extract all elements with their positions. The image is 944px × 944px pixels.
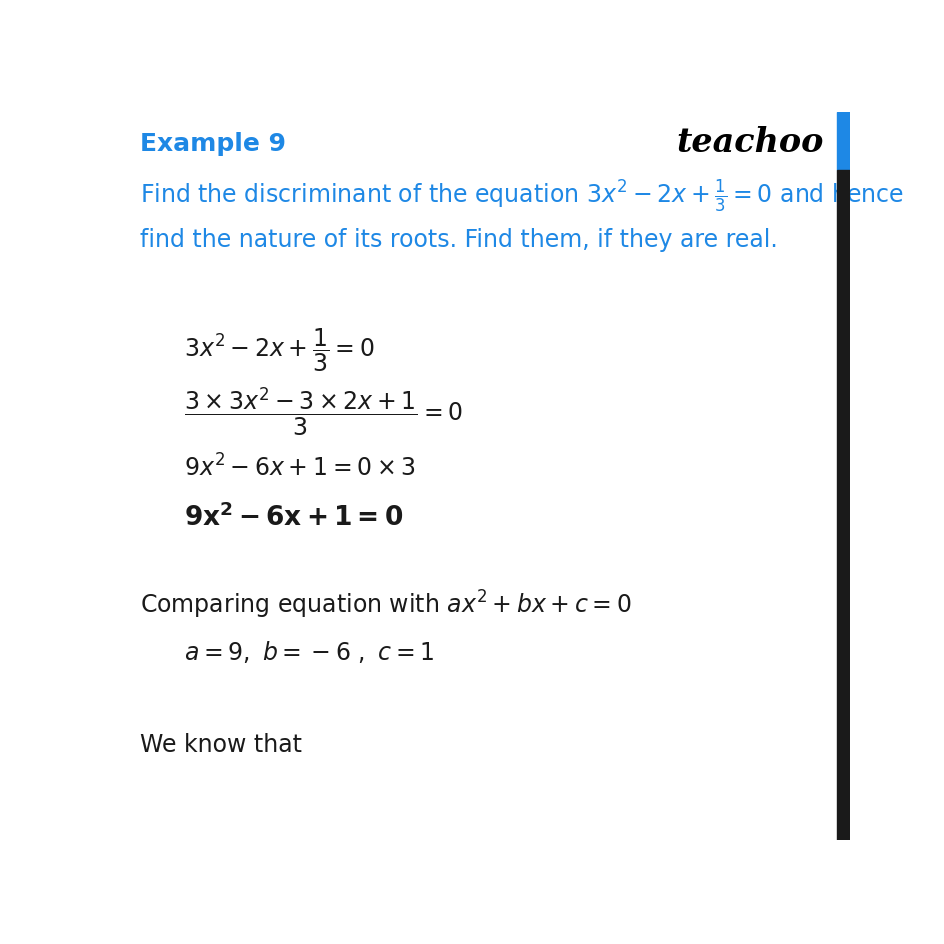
Text: teachoo: teachoo [675,126,822,159]
Text: Example 9: Example 9 [140,132,285,156]
Text: $a = 9,\ b = -6\ ,\ c = 1$: $a = 9,\ b = -6\ ,\ c = 1$ [184,639,434,665]
Text: $\dfrac{3 \times 3x^2 - 3 \times 2x + 1}{3} = 0$: $\dfrac{3 \times 3x^2 - 3 \times 2x + 1}… [184,385,463,438]
Text: $3x^2 - 2x + \dfrac{1}{3} = 0$: $3x^2 - 2x + \dfrac{1}{3} = 0$ [184,327,375,374]
Text: Comparing equation with $ax^2 + bx + c = 0$: Comparing equation with $ax^2 + bx + c =… [140,588,631,620]
Text: $\mathbf{9x^2 - 6x + 1 = 0}$: $\mathbf{9x^2 - 6x + 1 = 0}$ [184,503,403,531]
Text: We know that: We know that [140,732,301,756]
Text: find the nature of its roots. Find them, if they are real.: find the nature of its roots. Find them,… [140,228,777,252]
Text: Find the discriminant of the equation $3x^2 - 2x + \frac{1}{3} = 0$ and hence: Find the discriminant of the equation $3… [140,177,903,215]
Bar [835,171,850,840]
Text: $9x^2 - 6x + 1 = 0 \times 3$: $9x^2 - 6x + 1 = 0 \times 3$ [184,453,415,480]
Bar [835,113,850,171]
